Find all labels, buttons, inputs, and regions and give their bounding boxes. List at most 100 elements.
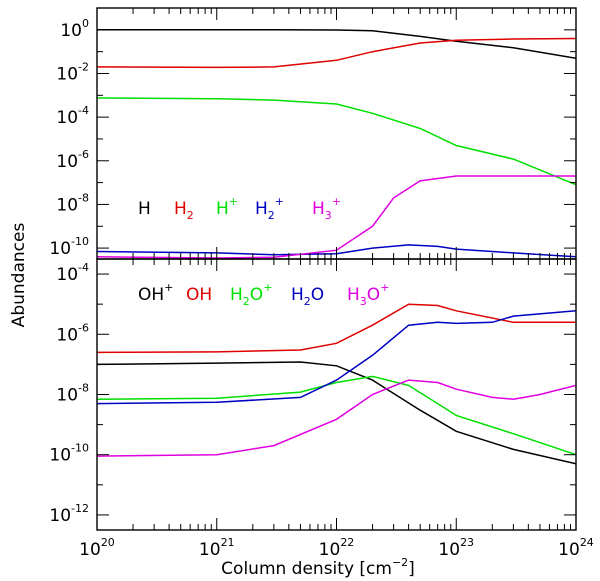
x-axis-label-main: Column density [cm <box>221 559 392 579</box>
legend-entry-4: H3+ <box>312 195 341 222</box>
y-tick-label: 10-8 <box>56 381 89 405</box>
y-tick-base: 10 <box>56 64 78 84</box>
x-tick-exponent: 20 <box>101 536 115 549</box>
y-tick-base: 10 <box>56 265 78 285</box>
y-tick-exponent: -6 <box>78 321 89 334</box>
legend-text: H <box>216 199 229 219</box>
legend-subscript: 2 <box>304 295 311 308</box>
legend-subscript: 3 <box>325 209 332 222</box>
series-line-h3-plus <box>97 175 576 259</box>
legend-text: OH <box>186 285 212 305</box>
y-tick-base: 10 <box>56 195 78 215</box>
legend-subscript: 2 <box>243 295 250 308</box>
legend-subscript: 3 <box>360 295 367 308</box>
legend-tail: O <box>250 285 263 305</box>
legend-subscript: 2 <box>268 209 275 222</box>
legend-entry-4: H3O+ <box>347 281 389 308</box>
y-tick-label: 10-4 <box>56 104 89 128</box>
legend-entry-2: H2O+ <box>230 281 272 308</box>
legend-superscript: + <box>380 281 389 294</box>
x-axis-label: Column density [cm−2] <box>221 556 415 579</box>
y-tick-base: 10 <box>49 506 71 526</box>
legend-entry-1: OH <box>186 285 212 305</box>
legend-text: H <box>255 199 268 219</box>
y-tick-label: 10-8 <box>56 191 89 215</box>
x-tick-exponent: 22 <box>340 536 354 549</box>
y-tick-base: 10 <box>56 152 78 172</box>
legend-entry-0: H <box>138 199 151 219</box>
y-tick-exponent: -2 <box>78 60 89 73</box>
series-line-oh-plus <box>97 361 576 465</box>
y-tick-label: 10-10 <box>49 235 89 259</box>
legend-text: H <box>174 199 187 219</box>
legend-tail: O <box>311 285 324 305</box>
y-tick-label: 10-12 <box>49 502 89 526</box>
legend-entry-0: OH+ <box>138 281 173 305</box>
x-tick-base: 10 <box>558 540 580 560</box>
x-tick-exponent: 23 <box>460 536 474 549</box>
y-tick-label: 10-6 <box>56 321 89 345</box>
plot-frame <box>96 7 577 260</box>
y-tick-exponent: -10 <box>71 442 89 455</box>
y-axis-label: Abundances <box>9 223 29 328</box>
x-axis-label-exponent: −2 <box>392 556 408 569</box>
y-tick-exponent: -6 <box>78 148 89 161</box>
y-tick-base: 10 <box>60 21 82 41</box>
x-tick-label: 1024 <box>558 536 594 560</box>
y-tick-exponent: -4 <box>78 261 89 274</box>
y-tick-base: 10 <box>49 446 71 466</box>
plot-frame <box>96 258 577 531</box>
series-line-oh <box>97 303 576 354</box>
legend-superscript: + <box>332 195 341 208</box>
legend-text: H <box>138 199 151 219</box>
legend-subscript: 2 <box>187 209 194 222</box>
legend-text: H <box>291 285 304 305</box>
y-tick-base: 10 <box>56 385 78 405</box>
y-tick-label: 10-6 <box>56 148 89 172</box>
legend-superscript: + <box>275 195 284 208</box>
x-tick-label: 1021 <box>199 536 235 560</box>
legend-tail: O <box>367 285 380 305</box>
x-tick-base: 10 <box>79 540 101 560</box>
x-tick-label: 1020 <box>79 536 115 560</box>
legend-entry-1: H2 <box>174 199 194 222</box>
x-tick-exponent: 21 <box>221 536 235 549</box>
legend-superscript: + <box>229 195 238 208</box>
legend-text: H <box>312 199 325 219</box>
series-line-h2o-plus <box>97 375 576 456</box>
x-tick-exponent: 24 <box>580 536 594 549</box>
y-tick-base: 10 <box>56 325 78 345</box>
legend-text: H <box>347 285 360 305</box>
x-tick-label: 1023 <box>438 536 474 560</box>
y-tick-base: 10 <box>56 108 78 128</box>
y-tick-exponent: -10 <box>71 235 89 248</box>
series-line-h3o-plus <box>97 379 576 457</box>
legend-superscript: + <box>263 281 272 294</box>
x-tick-base: 10 <box>438 540 460 560</box>
legend-text: H <box>230 285 243 305</box>
series-line-h2-plus <box>97 244 576 258</box>
y-tick-exponent: -8 <box>78 381 89 394</box>
y-tick-label: 10-4 <box>56 261 89 285</box>
y-tick-exponent: 0 <box>82 17 89 30</box>
legend-superscript: + <box>164 281 173 294</box>
legend-entry-3: H2O <box>291 285 324 308</box>
legend-entry-2: H+ <box>216 195 238 219</box>
x-tick-label: 1022 <box>319 536 355 560</box>
legend-text: OH <box>138 285 164 305</box>
x-tick-base: 10 <box>199 540 221 560</box>
series-line-h2o <box>97 310 576 405</box>
y-tick-label: 10-10 <box>49 442 89 466</box>
y-tick-exponent: -4 <box>78 104 89 117</box>
series-line-h <box>97 29 576 59</box>
y-tick-label: 10-2 <box>56 60 89 84</box>
y-tick-label: 100 <box>60 17 89 41</box>
y-tick-exponent: -8 <box>78 191 89 204</box>
y-tick-exponent: -12 <box>71 502 89 515</box>
series-line-h2 <box>97 37 576 69</box>
x-axis-label-end: ] <box>408 559 415 579</box>
y-tick-base: 10 <box>49 239 71 259</box>
